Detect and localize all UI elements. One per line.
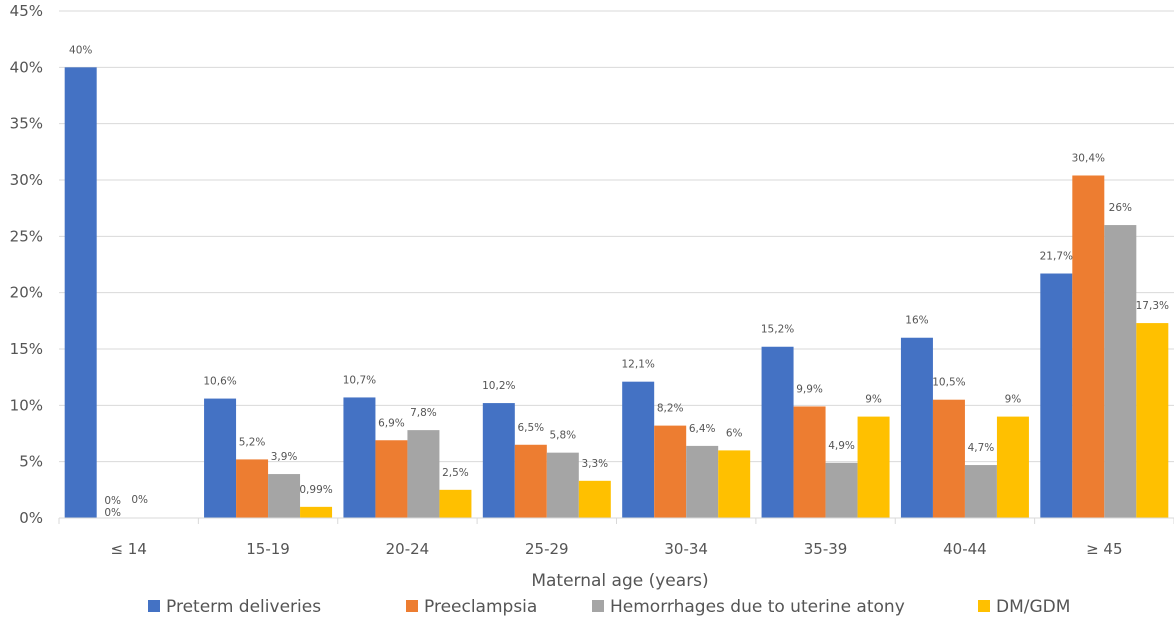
data-label: 9% bbox=[865, 394, 882, 406]
x-tick-label: ≥ 45 bbox=[1086, 540, 1122, 558]
x-axis-title: Maternal age (years) bbox=[531, 571, 708, 591]
data-label: 5,2% bbox=[239, 436, 266, 448]
bar bbox=[654, 425, 687, 518]
data-label: 40% bbox=[69, 44, 92, 56]
bar bbox=[407, 430, 440, 518]
bar bbox=[1104, 225, 1137, 519]
bar bbox=[439, 489, 472, 518]
legend-swatch bbox=[406, 600, 418, 612]
legend-label: Preeclampsia bbox=[424, 597, 537, 617]
legend-label: DM/GDM bbox=[996, 597, 1070, 617]
bar bbox=[300, 506, 333, 518]
data-label: 3,3% bbox=[581, 458, 608, 470]
data-label: 6,4% bbox=[689, 423, 716, 435]
bar bbox=[546, 452, 579, 518]
data-label: 10,7% bbox=[343, 374, 376, 386]
data-label: 15,2% bbox=[761, 324, 794, 336]
bar bbox=[932, 399, 965, 518]
bar bbox=[900, 337, 933, 518]
bar bbox=[793, 406, 826, 518]
data-label: 6,5% bbox=[517, 422, 544, 434]
x-tick-label: 25-29 bbox=[525, 540, 569, 558]
bar bbox=[268, 474, 301, 518]
data-label: 0% bbox=[131, 494, 148, 506]
data-labels: 40% 10,6% 10,7% 10,2% 12,1% 15,2% 16% 21,7% 0% 5,… bbox=[69, 44, 1169, 519]
data-label: 10,5% bbox=[932, 377, 965, 389]
bar bbox=[686, 445, 719, 518]
data-label: 10,2% bbox=[482, 380, 515, 392]
y-tick-label: 25% bbox=[10, 227, 43, 245]
bar bbox=[578, 480, 611, 518]
legend-swatch bbox=[148, 600, 160, 612]
data-label: 2,5% bbox=[442, 467, 469, 479]
x-tick-label: 15-19 bbox=[246, 540, 290, 558]
x-tick-label: 20-24 bbox=[386, 540, 430, 558]
bar bbox=[482, 403, 515, 518]
legend: Preterm deliveries Preeclampsia Hemorrhage… bbox=[148, 597, 1070, 617]
bar bbox=[718, 450, 751, 518]
bar bbox=[825, 462, 858, 518]
x-axis: ≤ 14 15-19 20-24 25-29 30-34 35-39 40-44 ≥ 45 bbox=[58, 517, 1174, 558]
bar bbox=[996, 416, 1029, 518]
bar bbox=[622, 381, 655, 518]
x-tick-label: 40-44 bbox=[943, 540, 987, 558]
y-tick-label: 45% bbox=[10, 2, 43, 20]
data-label: 16% bbox=[905, 315, 928, 327]
bar bbox=[761, 346, 794, 518]
y-tick-label: 30% bbox=[10, 171, 43, 189]
x-tick-label: ≤ 14 bbox=[110, 540, 146, 558]
y-tick-label: 0% bbox=[19, 509, 43, 527]
data-label: 10,6% bbox=[203, 376, 236, 388]
data-label: 7,8% bbox=[410, 407, 437, 419]
legend-swatch bbox=[592, 600, 604, 612]
data-label: 4,9% bbox=[828, 440, 855, 452]
legend-label: Hemorrhages due to uterine atony bbox=[610, 597, 905, 617]
bar bbox=[1072, 175, 1105, 518]
data-label: 26% bbox=[1109, 202, 1132, 214]
data-label: 0% bbox=[104, 507, 121, 519]
x-tick-label: 30-34 bbox=[664, 540, 708, 558]
bar bbox=[236, 459, 269, 518]
data-label: 3,9% bbox=[271, 451, 298, 463]
data-label: 9% bbox=[1005, 394, 1022, 406]
bar bbox=[375, 440, 408, 518]
bar bbox=[964, 465, 997, 518]
x-tick-label: 35-39 bbox=[804, 540, 848, 558]
bar bbox=[204, 398, 237, 518]
bar bbox=[514, 444, 547, 518]
data-label: 0% bbox=[104, 495, 121, 507]
bars bbox=[64, 67, 1169, 519]
y-tick-label: 10% bbox=[10, 396, 43, 414]
data-label: 30,4% bbox=[1072, 152, 1105, 164]
bar bbox=[343, 397, 376, 518]
y-tick-label: 20% bbox=[10, 284, 43, 302]
bar bbox=[1136, 323, 1169, 518]
legend-swatch bbox=[978, 600, 990, 612]
bar bbox=[857, 416, 890, 518]
data-label: 5,8% bbox=[549, 430, 576, 442]
legend-label: Preterm deliveries bbox=[166, 597, 321, 617]
data-label: 6% bbox=[726, 427, 743, 439]
data-label: 4,7% bbox=[968, 442, 995, 454]
bar bbox=[1040, 273, 1073, 518]
data-label: 9,9% bbox=[796, 383, 823, 395]
data-label: 17,3% bbox=[1136, 300, 1169, 312]
data-label: 0,99% bbox=[299, 484, 332, 496]
data-label: 6,9% bbox=[378, 417, 405, 429]
y-tick-label: 15% bbox=[10, 340, 43, 358]
bar bbox=[64, 67, 97, 518]
y-tick-label: 35% bbox=[10, 115, 43, 133]
y-tick-label: 5% bbox=[19, 453, 43, 471]
data-label: 8,2% bbox=[657, 403, 684, 415]
data-label: 21,7% bbox=[1040, 251, 1073, 263]
y-axis: 0% 5% 10% 15% 20% 25% 30% 35% 40% 45% bbox=[10, 2, 43, 527]
data-label: 12,1% bbox=[622, 359, 655, 371]
y-tick-label: 40% bbox=[10, 58, 43, 76]
